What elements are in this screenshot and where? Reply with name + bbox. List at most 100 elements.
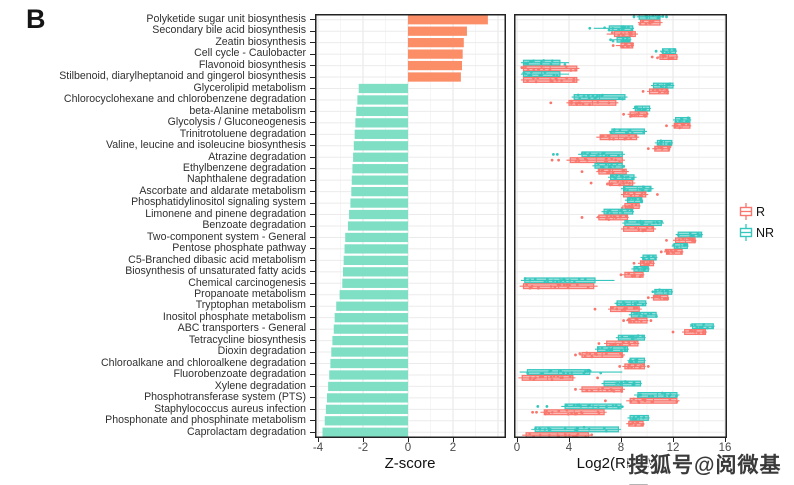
jitter-points-nr: [627, 196, 644, 204]
jitter-points-r: [608, 340, 637, 347]
boxplot-nr: [628, 311, 658, 318]
jitter-points-r: [544, 408, 601, 416]
y-axis-tick: [310, 431, 315, 433]
outlier-point-r: [650, 55, 654, 59]
jitter-points-nr: [576, 93, 624, 101]
boxplot-nr: [609, 128, 647, 135]
x-tick: [408, 438, 409, 442]
y-axis-tick: [310, 19, 315, 21]
outlier-point-nr: [545, 405, 549, 408]
jitter-points-r: [688, 329, 705, 335]
boxplot-panel: [514, 13, 727, 439]
y-axis-label: Glycolysis / Gluconeogenesis: [167, 116, 306, 129]
y-axis-label: Cell cycle - Caulobacter: [194, 47, 306, 60]
jitter-points-nr: [603, 25, 633, 32]
jitter-points-nr: [676, 231, 702, 239]
zscore-bar: [332, 335, 408, 346]
jitter-points-nr: [661, 48, 677, 55]
y-axis-label: Staphylococcus aureus infection: [154, 402, 306, 415]
outlier-point-r: [618, 365, 622, 368]
boxplot-nr: [640, 254, 658, 261]
legend-label: R: [756, 204, 766, 219]
jitter-points-r: [629, 397, 679, 405]
y-axis-tick: [310, 156, 315, 158]
outlier-point-r: [622, 319, 625, 322]
boxplot-nr: [654, 48, 677, 55]
zscore-bar: [327, 393, 408, 403]
boxplot-r: [641, 87, 670, 95]
y-axis-tick: [310, 385, 315, 387]
y-axis-tick: [310, 259, 315, 261]
jitter-points-nr: [672, 242, 689, 249]
boxplot-nr: [624, 196, 644, 204]
outlier-point-r: [641, 89, 645, 93]
y-axis-label: Propanoate metabolism: [194, 288, 306, 301]
boxplot-r: [574, 351, 625, 359]
jitter-points-r: [627, 272, 643, 279]
boxplot-nr: [622, 219, 664, 227]
x-tick-label: -4: [312, 442, 324, 454]
outlier-point-r: [646, 147, 650, 151]
zscore-bar: [342, 267, 408, 277]
outlier-point-nr: [588, 26, 592, 30]
y-axis-label: Tryptophan metabolism: [195, 299, 306, 312]
outlier-point-r: [589, 181, 593, 185]
y-axis-label: Phosphotransferase system (PTS): [144, 391, 306, 404]
boxplot-r: [621, 225, 657, 233]
boxplot-r: [671, 329, 707, 336]
zscore-bar: [329, 370, 408, 380]
jitter-points-nr: [641, 254, 657, 261]
y-axis-label: Two-component system - General: [147, 230, 306, 243]
watermark: 搜狐号@阅微基因: [628, 454, 782, 485]
boxplot-nr: [631, 265, 650, 272]
boxplot-r: [549, 99, 619, 107]
boxplot-nr: [627, 414, 650, 422]
jitter-points-nr: [651, 288, 670, 295]
outlier-point-r: [531, 410, 534, 414]
y-axis-label: Chemical carcinogenesis: [188, 276, 306, 289]
boxplot-nr: [608, 173, 637, 181]
y-axis-label: C5-Branched dibasic acid metabolism: [128, 253, 306, 266]
y-axis-tick: [310, 53, 315, 55]
rpkm-box-svg: [514, 13, 727, 439]
zscore-bar: [344, 244, 408, 254]
jitter-points-r: [677, 236, 697, 243]
zscore-bar: [343, 255, 408, 266]
jitter-points-r: [606, 179, 631, 187]
x-tick: [453, 438, 454, 442]
boxplot-r: [593, 306, 642, 313]
outlier-point-r: [649, 319, 653, 322]
jitter-points-r: [627, 363, 645, 369]
zscore-bar-panel: [315, 14, 506, 438]
outlier-point-r: [574, 353, 577, 357]
legend-label: NR: [756, 225, 775, 240]
rpkm-axis-title: Log2(RPKM): [576, 455, 664, 472]
y-axis-label: Zeatin biosynthesis: [215, 35, 306, 48]
y-axis-tick: [310, 214, 315, 216]
boxplot-r: [622, 111, 649, 118]
boxplot-nr: [552, 151, 625, 158]
y-axis-label: Stilbenoid, diarylheptanoid and gingerol…: [59, 70, 306, 83]
boxplot-nr: [650, 82, 675, 90]
jitter-points-nr: [526, 368, 603, 376]
jitter-points-nr: [656, 82, 672, 90]
jitter-points-r: [664, 248, 683, 255]
jitter-points-nr: [631, 415, 646, 422]
y-axis-tick: [310, 294, 315, 296]
jitter-points-r: [528, 374, 572, 382]
jitter-points-r: [597, 168, 625, 175]
y-axis-tick: [310, 122, 315, 124]
outlier-point-r: [646, 296, 650, 300]
zscore-bar: [336, 301, 408, 311]
boxplot-nr: [654, 139, 673, 147]
outlier-point-nr: [654, 49, 658, 53]
zscore-bar: [353, 152, 408, 162]
boxplot-r: [646, 145, 672, 152]
outlier-point-nr: [555, 152, 559, 156]
jitter-points-r: [578, 351, 624, 359]
zscore-bar: [330, 358, 408, 369]
boxplot-r: [574, 386, 625, 393]
boxplot-nr: [671, 242, 689, 250]
zscore-bar: [325, 404, 408, 414]
